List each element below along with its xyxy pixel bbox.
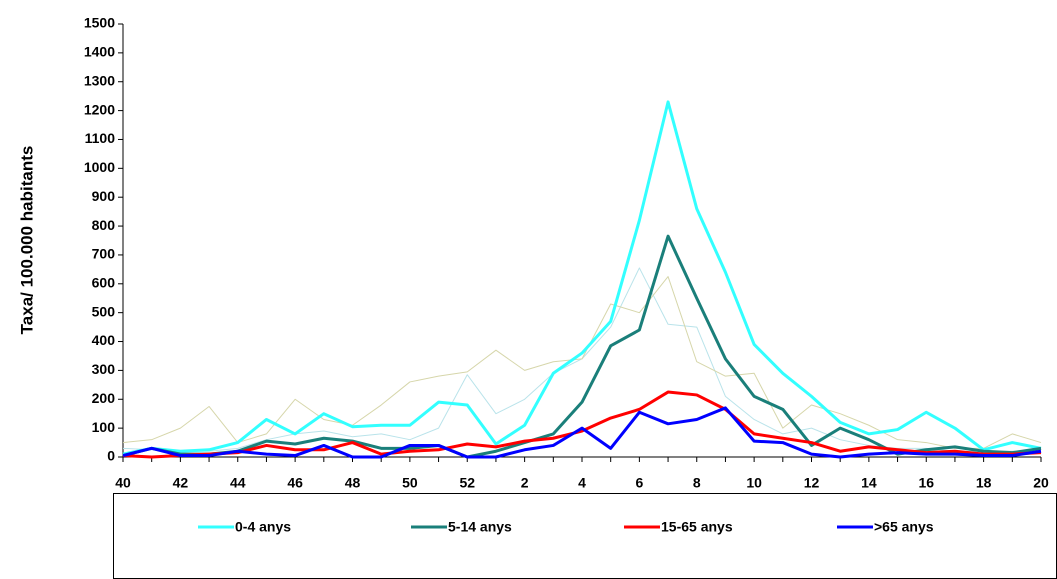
series-line <box>122 390 1042 459</box>
x-tick-label: 10 <box>746 475 762 491</box>
x-tick-label: 44 <box>230 475 246 491</box>
y-tick-label: 1200 <box>84 101 115 117</box>
legend-label: >65 anys <box>874 519 934 535</box>
y-tick-label: 1100 <box>85 130 116 146</box>
y-tick-label: 900 <box>92 188 116 204</box>
x-tick-label: 12 <box>804 475 820 491</box>
y-tick-label: 200 <box>92 390 116 406</box>
y-tick-label: 1500 <box>84 15 115 31</box>
y-tick-label: 1400 <box>84 44 115 60</box>
y-tick-label: 0 <box>107 448 115 464</box>
series-line <box>122 100 1042 456</box>
y-tick-label: 500 <box>92 303 116 319</box>
series-line <box>122 406 1042 459</box>
x-tick-label: 46 <box>287 475 303 491</box>
x-tick-label: 48 <box>345 475 361 491</box>
x-tick-label: 42 <box>173 475 189 491</box>
x-tick-label: 6 <box>635 475 643 491</box>
x-tick-label: 4 <box>578 475 586 491</box>
legend-label: 5-14 anys <box>448 519 512 535</box>
series-line <box>122 276 1042 449</box>
y-tick-label: 400 <box>92 332 116 348</box>
y-axis-title: Taxa/ 100.000 habitants <box>17 146 36 335</box>
y-tick-label: 1000 <box>84 159 115 175</box>
x-tick-label: 40 <box>115 475 131 491</box>
y-tick-label: 800 <box>92 217 116 233</box>
y-tick-label: 300 <box>92 361 116 377</box>
x-tick-label: 20 <box>1033 475 1049 491</box>
x-tick-label: 18 <box>976 475 992 491</box>
legend-label: 0-4 anys <box>235 519 291 535</box>
x-tick-label: 2 <box>521 475 529 491</box>
y-tick-label: 1300 <box>84 72 115 88</box>
y-tick-label: 700 <box>92 246 116 262</box>
legend-box <box>113 493 1057 579</box>
x-tick-label: 52 <box>459 475 475 491</box>
y-tick-label: 100 <box>92 419 116 435</box>
y-tick-label: 600 <box>92 275 116 291</box>
x-tick-label: 16 <box>918 475 934 491</box>
x-tick-label: 50 <box>402 475 418 491</box>
legend-label: 15-65 anys <box>661 519 733 535</box>
x-tick-label: 8 <box>693 475 701 491</box>
x-tick-label: 14 <box>861 475 877 491</box>
